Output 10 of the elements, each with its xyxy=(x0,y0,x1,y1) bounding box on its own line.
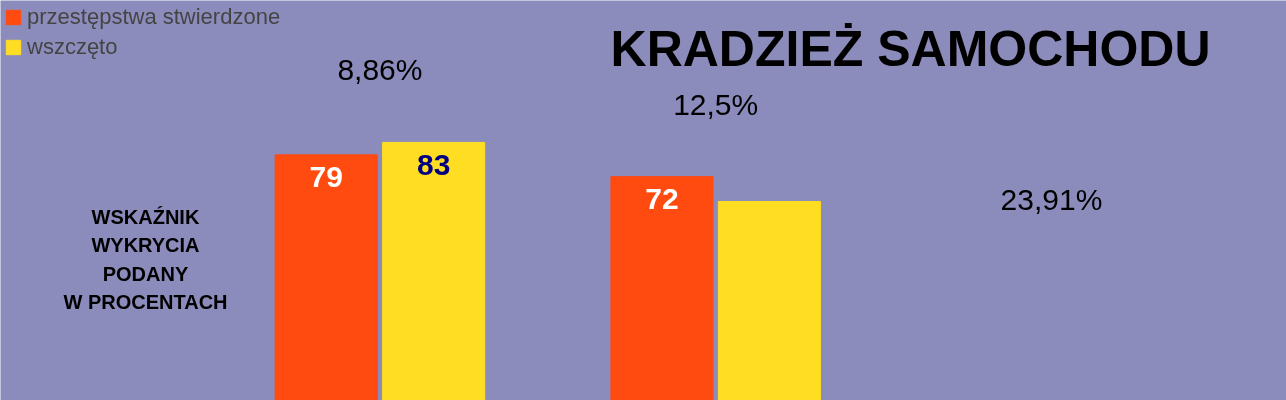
text: 8,86% xyxy=(337,53,423,87)
data-label: 83 xyxy=(416,147,451,181)
chart-title: KRADZIEŻ SAMOCHODU xyxy=(610,20,1211,77)
data-label: 72 xyxy=(645,182,679,216)
legend-label: wszczęto xyxy=(27,34,118,60)
annotation: WSKAŹNIK WYKRYCIA PODANY W PROCENTACH xyxy=(63,205,228,314)
legend-label: przestępstwa stwierdzone xyxy=(27,4,281,30)
text: 23,91% xyxy=(1000,182,1103,216)
text: 12,5% xyxy=(673,87,759,121)
data-label: 79 xyxy=(309,160,343,194)
